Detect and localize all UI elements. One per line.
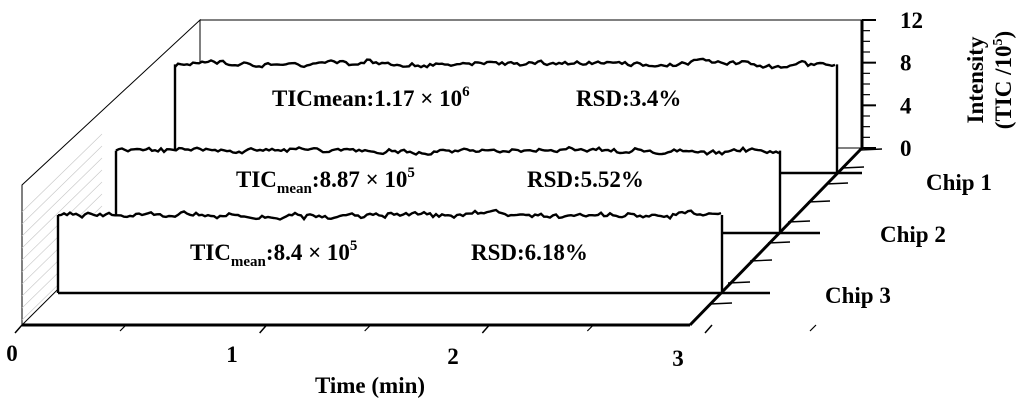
time-tick-label: 3 [672, 346, 684, 371]
intensity-tick-label: 4 [900, 93, 912, 118]
intensity-tick-label: 0 [900, 136, 912, 161]
time-tick [259, 324, 268, 334]
chip-axis-tick [749, 259, 773, 262]
time-tick [481, 324, 490, 334]
chip-label-3: Chip 3 [825, 283, 891, 308]
chip-axis-tick [859, 148, 883, 151]
time-tick-label: 1 [226, 342, 238, 367]
chip-axis-tick [841, 166, 865, 169]
intensity-axis-title-end: ) [991, 31, 1016, 39]
chip1-tic-sup: 6 [462, 84, 470, 100]
chip2-tic-prefix: TIC [236, 167, 277, 192]
chip-axis-tick [767, 241, 791, 244]
series-3-fill [58, 210, 722, 293]
chip1-tic-text: TICmean:1.17 × 10 [272, 86, 462, 111]
chip2-tic-main: :8.87 × 10 [312, 167, 408, 192]
time-axis-title: Time (min) [315, 373, 425, 398]
series-1-fill [175, 58, 837, 173]
series-3-trace [57, 208, 722, 222]
chip3-tic-main: :8.4 × 10 [266, 240, 350, 265]
chip2-rsd-annotation: RSD:5.52% [527, 167, 644, 192]
time-minor-tick [119, 324, 127, 332]
intensity-axis-title-sup: 5 [991, 38, 1006, 45]
intensity-tick-label: 12 [900, 8, 923, 33]
chip3-tic-prefix: TIC [190, 240, 231, 265]
chip3-tic-annotation: TICmean:8.4 × 105 [190, 238, 357, 270]
chip-label-2: Chip 2 [880, 222, 946, 247]
series-layer [56, 57, 862, 295]
chip-label-1: Chip 1 [926, 170, 992, 195]
time-tick [704, 324, 713, 334]
intensity-axis-title-main: (TIC /10 [991, 45, 1016, 129]
series-1-trace [174, 57, 836, 70]
chip3-tic-sup: 5 [350, 238, 358, 254]
intensity-tick-label: 8 [900, 51, 912, 76]
chip2-tic-sup: 5 [407, 165, 415, 181]
chip-axis-ticks [709, 148, 883, 305]
time-tick-label: 0 [6, 341, 18, 366]
wall-hatch-line [21, 133, 103, 213]
intensity-axis-ticks [862, 19, 876, 149]
chip-axis-tick [825, 182, 849, 185]
chip2-tic-sub: mean [277, 181, 313, 197]
chip-axis-tick [807, 200, 831, 203]
intensity-axis-title-line2: (TIC /105) [991, 31, 1016, 129]
time-tick-label: 2 [447, 344, 459, 369]
floor-right-edge [688, 146, 864, 327]
chip-axis-tick [727, 281, 751, 284]
wall-hatch-line [21, 157, 103, 237]
chip3-tic-sub: mean [231, 254, 267, 270]
series-2-trace [115, 145, 780, 156]
chip1-rsd-annotation: RSD:3.4% [576, 86, 681, 111]
chip2-tic-annotation: TICmean:8.87 × 105 [236, 165, 415, 197]
time-axis-tick-labels: 0 1 2 3 [6, 341, 684, 371]
wall-hatch-line [21, 169, 103, 249]
chip-axis-tick [787, 220, 811, 223]
time-minor-tick [809, 324, 817, 332]
chip3-rsd-annotation: RSD:6.18% [471, 240, 588, 265]
wall-hatch-line [21, 145, 103, 225]
time-axis-ticks [14, 324, 817, 334]
series-2-fill [116, 147, 780, 233]
chip-axis-tick [709, 302, 733, 305]
time-minor-tick [586, 324, 594, 332]
intensity-axis-tick-labels: 0 4 8 12 [900, 8, 923, 161]
time-tick [14, 324, 23, 334]
series-3 [56, 208, 770, 295]
intensity-axis-title-line1: Intensity [963, 36, 988, 123]
chip1-tic-annotation: TICmean:1.17 × 106 [272, 84, 470, 111]
time-minor-tick [364, 324, 372, 332]
